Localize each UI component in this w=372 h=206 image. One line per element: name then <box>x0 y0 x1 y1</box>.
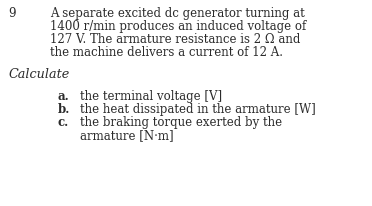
Text: b.: b. <box>58 103 70 115</box>
Text: the machine delivers a current of 12 A.: the machine delivers a current of 12 A. <box>50 46 283 59</box>
Text: the heat dissipated in the armature [W]: the heat dissipated in the armature [W] <box>80 103 316 115</box>
Text: 1400 r/min produces an induced voltage of: 1400 r/min produces an induced voltage o… <box>50 20 307 33</box>
Text: 9: 9 <box>8 7 16 20</box>
Text: armature [N·m]: armature [N·m] <box>80 128 174 141</box>
Text: a.: a. <box>58 90 70 103</box>
Text: the braking torque exerted by the: the braking torque exerted by the <box>80 115 282 128</box>
Text: c.: c. <box>58 115 69 128</box>
Text: 127 V. The armature resistance is 2 Ω and: 127 V. The armature resistance is 2 Ω an… <box>50 33 301 46</box>
Text: the terminal voltage [V]: the terminal voltage [V] <box>80 90 222 103</box>
Text: Calculate: Calculate <box>8 68 70 81</box>
Text: A separate excited dc generator turning at: A separate excited dc generator turning … <box>50 7 305 20</box>
